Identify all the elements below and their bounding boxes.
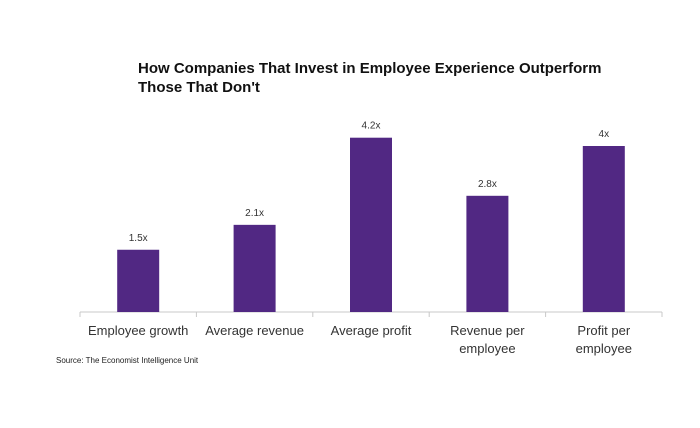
x-tick-label: Employee growth xyxy=(88,323,188,338)
data-label: 2.8x xyxy=(478,179,497,190)
chart-title-line-2: Those That Don't xyxy=(138,79,260,96)
data-label: 4x xyxy=(599,129,610,140)
bar xyxy=(466,195,509,312)
bar xyxy=(350,137,392,312)
chart-title: How Companies That Invest in Employee Ex… xyxy=(138,59,608,97)
x-tick-label: Average profit xyxy=(331,323,412,338)
x-tick-label: employee xyxy=(459,341,515,356)
data-label: 2.1x xyxy=(245,208,264,219)
bar xyxy=(117,249,160,312)
bar xyxy=(233,224,276,312)
bar xyxy=(582,146,625,312)
x-tick-label: Revenue per xyxy=(450,323,525,338)
chart-title-line-1: How Companies That Invest in Employee Ex… xyxy=(138,60,602,77)
source-note: Source: The Economist Intelligence Unit xyxy=(56,356,199,365)
data-label: 1.5x xyxy=(129,233,148,244)
x-tick-label: Average revenue xyxy=(205,323,304,338)
data-label: 4.2x xyxy=(362,121,381,132)
x-tick-label: Profit per xyxy=(577,323,630,338)
x-tick-label: employee xyxy=(576,341,632,356)
